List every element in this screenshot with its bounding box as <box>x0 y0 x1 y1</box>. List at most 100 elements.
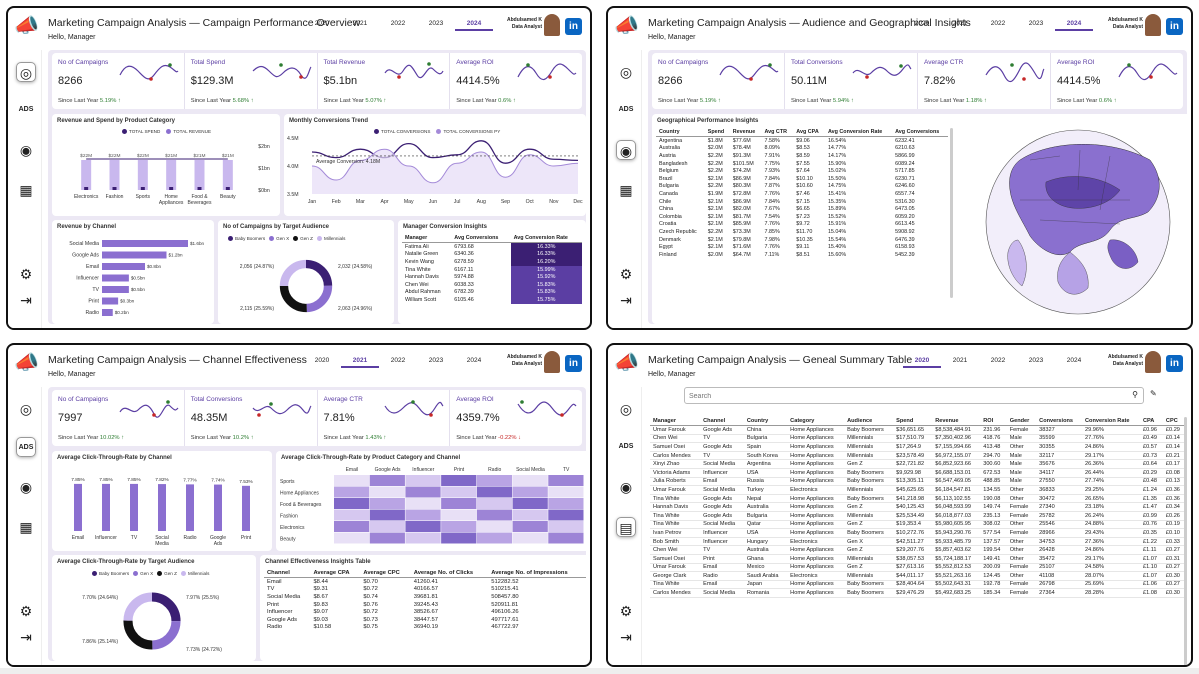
table-row[interactable]: Umar Farouk Google Ads China Home Appliance… <box>650 425 1186 435</box>
table-row[interactable]: Chile $2.1M $86.9M 7.84% $7.15 15.35% 5316.30 <box>656 198 948 206</box>
table-row[interactable]: Chen Wei TV Australia Home Appliances Gen Z $… <box>650 545 1186 555</box>
table-row[interactable]: Brazil $2.1M $86.9M 7.84% $10.10 15.50% 6230.7… <box>656 175 948 183</box>
globe-icon[interactable]: ◉ <box>19 142 33 158</box>
logout-icon[interactable]: ⇥ <box>620 292 632 308</box>
column-header[interactable]: Category <box>787 417 845 426</box>
linkedin-icon[interactable]: in <box>1166 355 1183 372</box>
table-row[interactable]: Ivan Petrov Influencer USA Home Appliances B… <box>650 528 1186 538</box>
tab-2021[interactable]: 2021 <box>952 20 968 27</box>
tab-2020[interactable]: 2020 <box>314 357 330 364</box>
column-header[interactable]: Average No. of Impressions <box>488 569 586 578</box>
table-row[interactable]: Carlos Mendes Social Media Romania Home App… <box>650 588 1186 598</box>
table-row[interactable]: Umar Farouk Email Mexico Home Appliances Gen… <box>650 563 1186 573</box>
table-row[interactable]: Carlos Mendes TV South Korea Home Appliance… <box>650 451 1186 461</box>
table-row[interactable]: William Scott 6105.46 15.75% <box>402 296 582 304</box>
table-row[interactable]: Samuel Osei Print Ghana Home Appliances Mill… <box>650 554 1186 564</box>
table-row[interactable]: TV $9.31 $0.72 40166.57 510215.41 <box>264 586 586 594</box>
column-header[interactable]: Average No. of Clicks <box>410 569 489 578</box>
table-row[interactable]: Argentina $1.8M $77.6M 7.58% $9.06 16.54% 6232… <box>656 137 948 145</box>
column-header[interactable]: Average CPA <box>310 569 361 578</box>
column-header[interactable]: Channel <box>700 417 744 426</box>
tab-2023[interactable]: 2023 <box>1028 20 1044 27</box>
column-header[interactable]: ROI <box>980 417 1007 426</box>
gear-icon[interactable]: ⚙ <box>19 266 33 282</box>
tab-2022[interactable]: 2022 <box>390 20 406 27</box>
column-header[interactable]: Gender <box>1006 417 1037 426</box>
table-row[interactable]: Finland $2.0M $64.7M 7.11% $8.51 15.60% 5452.3… <box>656 251 948 259</box>
table-row[interactable]: Hannah Davis Google Ads Australia Home Appl… <box>650 502 1186 512</box>
gear-icon[interactable]: ⚙ <box>19 603 33 619</box>
table-row[interactable]: Abdul Rahman 6782.39 15.83% <box>402 288 582 297</box>
column-header[interactable]: Revenue <box>729 128 762 137</box>
table-row[interactable]: Tina White Google Ads Bulgaria Home Applian… <box>650 511 1186 521</box>
table-scrollbar[interactable] <box>950 128 953 298</box>
table-row[interactable]: Xinyi Zhao Social Media Argentina Home Appl… <box>650 459 1186 469</box>
search-icon[interactable]: ⚲ <box>1132 390 1138 399</box>
column-header[interactable]: Spend <box>704 128 730 137</box>
search-box[interactable]: ⚲ <box>684 387 1144 404</box>
column-header[interactable]: Channel <box>264 569 311 578</box>
target-icon[interactable]: ◎ <box>19 401 33 417</box>
globe-icon[interactable]: ◉ <box>619 479 633 495</box>
table-row[interactable]: Czech Republic $2.2M $73.3M 7.85% $11.70 15.0… <box>656 228 948 236</box>
tab-2022[interactable]: 2022 <box>390 357 406 364</box>
tab-2022[interactable]: 2022 <box>990 20 1006 27</box>
logout-icon[interactable]: ⇥ <box>620 629 632 645</box>
tab-2024[interactable]: 2024 <box>1055 20 1093 31</box>
ads-icon[interactable]: ADS <box>16 437 36 457</box>
table-row[interactable]: Social Media $8.67 $0.74 39681.81 508457.80 <box>264 593 586 601</box>
logout-icon[interactable]: ⇥ <box>20 292 32 308</box>
tab-2021[interactable]: 2021 <box>952 357 968 364</box>
table-row[interactable]: Samuel Osei Google Ads Spain Home Appliance… <box>650 442 1186 452</box>
tab-2020[interactable]: 2020 <box>314 20 330 27</box>
table-row[interactable]: Croatia $2.1M $85.9M 7.76% $9.72 15.91% 6613.4… <box>656 221 948 229</box>
column-header[interactable]: Spend <box>893 417 933 426</box>
column-header[interactable]: Avg CPA <box>793 128 825 137</box>
column-header[interactable]: Avg Conversions <box>892 128 948 137</box>
column-header[interactable]: CPC <box>1162 417 1186 426</box>
table-row[interactable]: Australia $2.0M $78.4M 8.09% $8.53 14.77% 6210… <box>656 145 948 153</box>
column-header[interactable]: Avg Conversion Rate <box>824 128 893 137</box>
linkedin-icon[interactable]: in <box>565 18 582 35</box>
table-row[interactable]: George Clark Radio Saudi Arabia Electronics… <box>650 571 1186 581</box>
table-row[interactable]: Fatima Ali 6793.68 16.33% <box>402 242 582 251</box>
search-input[interactable] <box>689 390 1119 402</box>
table-row[interactable]: China $2.1M $82.0M 7.67% $6.65 15.89% 6473.05 <box>656 205 948 213</box>
ads-icon[interactable]: ADS <box>618 106 634 113</box>
target-icon[interactable]: ◎ <box>16 62 36 82</box>
tab-2024[interactable]: 2024 <box>466 357 482 364</box>
table-row[interactable]: Austria $2.2M $91.3M 7.91% $8.59 14.17% 5866.9… <box>656 152 948 160</box>
document-icon[interactable]: ▤ <box>616 517 636 537</box>
column-header[interactable]: Conversion Rate <box>1081 417 1140 426</box>
column-header[interactable]: Manager <box>402 234 452 243</box>
globe-icon[interactable]: ◉ <box>616 140 636 160</box>
eraser-icon[interactable]: ✎ <box>1150 389 1157 398</box>
table-row[interactable]: Print $9.83 $0.76 39245.43 520911.81 <box>264 601 586 609</box>
column-header[interactable]: Revenue <box>932 417 981 426</box>
table-row[interactable]: Natalie Green 6340.36 16.33% <box>402 250 582 259</box>
target-icon[interactable]: ◎ <box>619 64 633 80</box>
calculator-icon[interactable]: ▦ <box>19 519 33 535</box>
tab-2024[interactable]: 2024 <box>1066 357 1082 364</box>
table-row[interactable]: Julia Roberts Email Russia Home Appliances B… <box>650 477 1186 487</box>
gear-icon[interactable]: ⚙ <box>619 266 633 282</box>
table-row[interactable]: Tina White Email Japan Home Appliances Baby … <box>650 580 1186 590</box>
linkedin-icon[interactable]: in <box>1166 18 1183 35</box>
globe-icon[interactable]: ◉ <box>19 479 33 495</box>
table-row[interactable]: Kevin Wang 6278.59 16.20% <box>402 258 582 266</box>
column-header[interactable]: Avg Conversion Rate <box>510 234 582 243</box>
ads-icon[interactable]: ADS <box>18 106 34 113</box>
ads-icon[interactable]: ADS <box>618 443 634 450</box>
table-row[interactable]: Google Ads $9.03 $0.73 38447.57 497717.61 <box>264 616 586 624</box>
linkedin-icon[interactable]: in <box>565 355 582 372</box>
table-row[interactable]: Belgium $2.2M $74.2M 7.93% $7.64 15.02% 5717.8… <box>656 167 948 175</box>
calculator-icon[interactable]: ▦ <box>619 182 633 198</box>
table-row[interactable]: Canada $1.9M $72.8M 7.76% $7.46 15.41% 6557.74 <box>656 190 948 198</box>
tab-2023[interactable]: 2023 <box>1028 357 1044 364</box>
column-header[interactable]: Average CPC <box>360 569 411 578</box>
tab-2021[interactable]: 2021 <box>341 357 379 368</box>
table-row[interactable]: Tina White Google Ads Nepal Home Appliances… <box>650 494 1186 504</box>
tab-2022[interactable]: 2022 <box>990 357 1006 364</box>
tab-2020[interactable]: 2020 <box>903 357 941 368</box>
logout-icon[interactable]: ⇥ <box>20 629 32 645</box>
